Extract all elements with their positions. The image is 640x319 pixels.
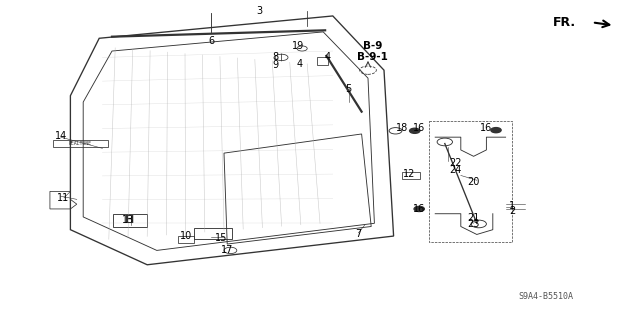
Text: 6: 6 — [208, 36, 214, 47]
Text: REALTUNE: REALTUNE — [68, 141, 92, 146]
Text: 4: 4 — [324, 52, 331, 63]
Text: 2: 2 — [509, 205, 515, 216]
Text: FR.: FR. — [553, 17, 576, 29]
Text: 8: 8 — [272, 52, 278, 63]
Text: 9: 9 — [272, 60, 278, 70]
Circle shape — [491, 128, 501, 133]
Text: 18: 18 — [396, 122, 408, 133]
Text: 7: 7 — [355, 229, 362, 240]
Text: 24: 24 — [449, 165, 462, 175]
Circle shape — [410, 128, 420, 133]
Text: 4: 4 — [296, 59, 303, 69]
Text: 13: 13 — [122, 215, 134, 225]
Text: 3: 3 — [256, 6, 262, 16]
Text: 15: 15 — [214, 233, 227, 243]
Text: 16: 16 — [480, 122, 493, 133]
Text: 22: 22 — [449, 158, 462, 168]
Circle shape — [471, 220, 486, 228]
Text: 1: 1 — [509, 201, 515, 211]
Text: 21: 21 — [467, 212, 480, 223]
Text: 10: 10 — [179, 231, 192, 241]
Text: 11: 11 — [56, 193, 69, 203]
Circle shape — [437, 138, 452, 146]
Text: 17: 17 — [221, 245, 234, 256]
Text: H: H — [125, 215, 134, 226]
Text: 19: 19 — [291, 41, 304, 51]
Text: 16: 16 — [413, 204, 426, 214]
Circle shape — [414, 206, 424, 211]
Text: 16: 16 — [413, 122, 426, 133]
Text: 5: 5 — [346, 84, 352, 94]
Text: 14: 14 — [54, 130, 67, 141]
Text: 12: 12 — [403, 169, 416, 179]
Text: B-9
B-9-1: B-9 B-9-1 — [357, 41, 388, 63]
Text: S9A4-B5510A: S9A4-B5510A — [518, 293, 573, 301]
Text: 20: 20 — [467, 177, 480, 187]
Text: 23: 23 — [467, 219, 480, 229]
